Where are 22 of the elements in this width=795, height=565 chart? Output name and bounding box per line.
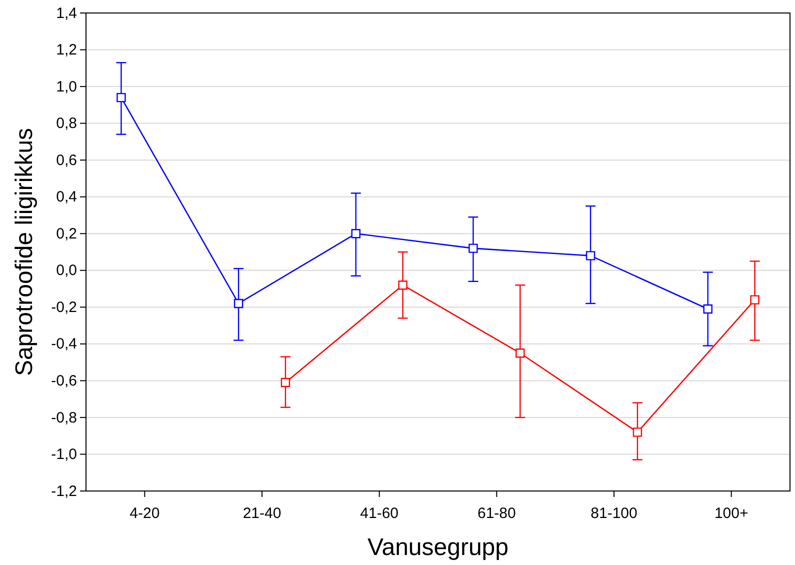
y-tick-label: 0,8 <box>56 115 77 132</box>
y-tick-label: 0,2 <box>56 225 77 242</box>
y-tick-label: -0,4 <box>51 336 77 353</box>
y-tick-label: 0,0 <box>56 262 77 280</box>
y-tick-label: -0,2 <box>51 298 77 316</box>
y-tick-label: 0,6 <box>56 152 77 169</box>
x-tick-label: 4-20 <box>130 505 160 522</box>
y-tick-label: 1,2 <box>56 42 77 59</box>
x-tick-label: 100+ <box>714 505 748 522</box>
y-axis-title: Saprotroofide liigirikkus <box>11 128 38 376</box>
y-tick-label: 1,0 <box>56 78 77 96</box>
x-tick-label: 41-60 <box>360 505 399 522</box>
y-tick-label: -1,0 <box>51 446 77 464</box>
x-tick-label: 61-80 <box>477 505 516 522</box>
x-tick-label: 21-40 <box>242 505 282 522</box>
x-tick-label: 81-100 <box>590 505 638 522</box>
x-axis-title: Vanusegrupp <box>368 534 508 561</box>
y-tick-label: 0,4 <box>56 188 77 206</box>
y-tick-label: -0,8 <box>51 409 77 426</box>
y-tick-label: -1,2 <box>51 482 77 500</box>
y-tick-label: -0,6 <box>51 372 77 390</box>
y-tick-label: 1,4 <box>56 4 77 22</box>
